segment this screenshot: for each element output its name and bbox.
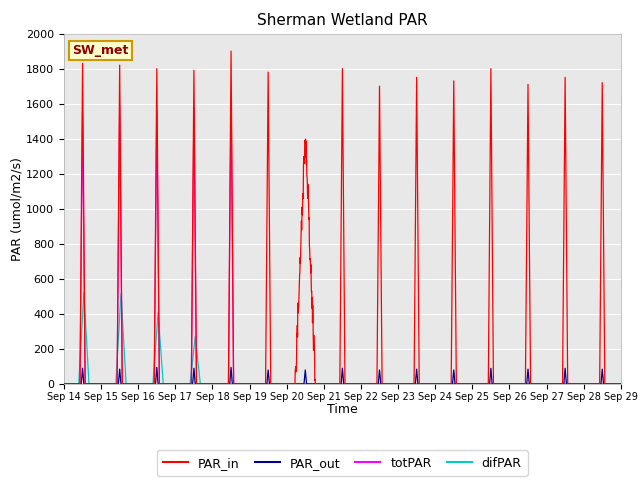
- Text: SW_met: SW_met: [72, 44, 129, 57]
- Y-axis label: PAR (umol/m2/s): PAR (umol/m2/s): [10, 157, 24, 261]
- Legend: PAR_in, PAR_out, totPAR, difPAR: PAR_in, PAR_out, totPAR, difPAR: [157, 450, 528, 476]
- Title: Sherman Wetland PAR: Sherman Wetland PAR: [257, 13, 428, 28]
- X-axis label: Time: Time: [327, 403, 358, 416]
